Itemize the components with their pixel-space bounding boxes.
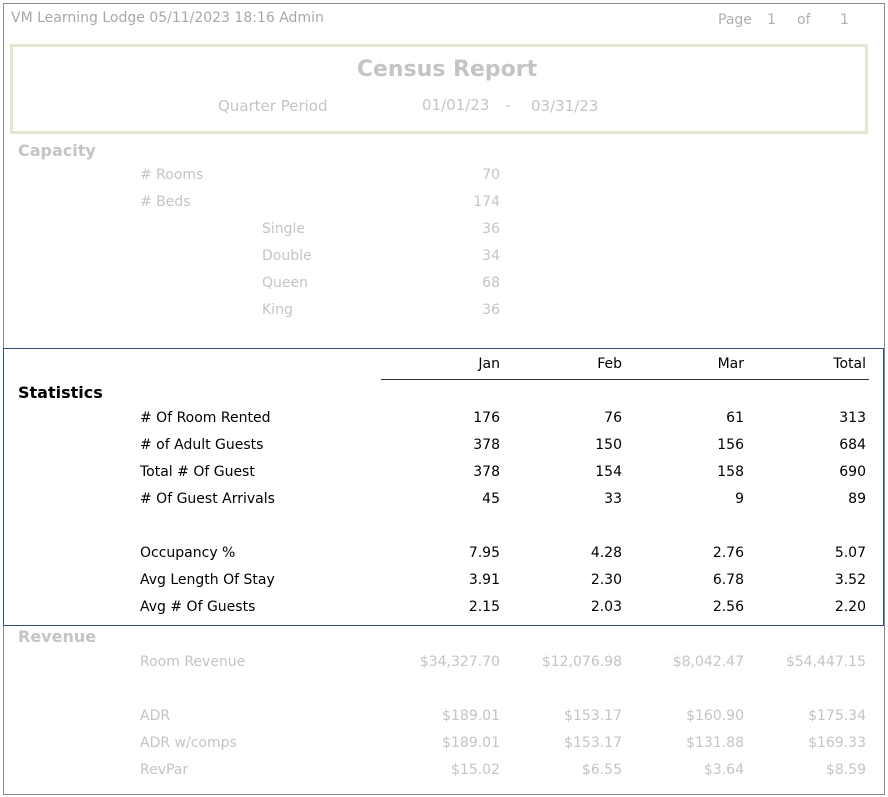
- report-meta: VM Learning Lodge 05/11/2023 18:16 Admin: [11, 10, 324, 26]
- cell-value: 4.28: [590, 545, 622, 561]
- column-header: Jan: [478, 356, 500, 372]
- row-value: 36: [482, 302, 500, 318]
- cell-value: 150: [595, 437, 622, 453]
- row-label: Single: [262, 221, 306, 237]
- cell-value: 156: [717, 437, 744, 453]
- column-header: Mar: [717, 356, 744, 372]
- row-label: Total # Of Guest: [140, 464, 255, 480]
- column-header: Feb: [597, 356, 622, 372]
- cell-value: 176: [473, 410, 500, 426]
- cell-value: 3.91: [468, 572, 500, 588]
- cell-value: 313: [839, 410, 866, 426]
- row-label: # Rooms: [140, 167, 204, 183]
- row-label: Avg # Of Guests: [140, 599, 256, 615]
- cell-value: $6.55: [581, 762, 622, 778]
- row-value: 34: [482, 248, 500, 264]
- cell-value: $189.01: [442, 708, 500, 724]
- cell-value: 7.95: [468, 545, 500, 561]
- cell-value: $34,327.70: [419, 654, 500, 670]
- period-end: 03/31/23: [531, 97, 599, 115]
- row-label: Double: [262, 248, 312, 264]
- column-header: Total: [833, 356, 866, 372]
- row-label: Avg Length Of Stay: [140, 572, 275, 588]
- row-value: 68: [482, 275, 500, 291]
- cell-value: $175.34: [808, 708, 866, 724]
- cell-value: 378: [473, 464, 500, 480]
- row-value: 174: [473, 194, 500, 210]
- cell-value: 3.52: [834, 572, 866, 588]
- page-label: Page: [718, 12, 752, 28]
- cell-value: 45: [482, 491, 500, 507]
- cell-value: 2.20: [834, 599, 866, 615]
- cell-value: $15.02: [451, 762, 500, 778]
- row-label: RevPar: [140, 762, 189, 778]
- row-label: Room Revenue: [140, 654, 246, 670]
- section-heading: Statistics: [18, 383, 103, 402]
- cell-value: 61: [726, 410, 744, 426]
- row-value: 36: [482, 221, 500, 237]
- cell-value: 9: [735, 491, 744, 507]
- cell-value: $153.17: [564, 708, 622, 724]
- cell-value: 2.56: [712, 599, 744, 615]
- period-separator: -: [505, 96, 511, 114]
- row-label: # Of Guest Arrivals: [140, 491, 275, 507]
- row-label: # of Adult Guests: [140, 437, 264, 453]
- page-total: 1: [840, 12, 849, 28]
- cell-value: 2.15: [468, 599, 500, 615]
- cell-value: $8.59: [825, 762, 866, 778]
- row-label: # Beds: [140, 194, 191, 210]
- cell-value: 89: [848, 491, 866, 507]
- statistics-box: [3, 348, 884, 626]
- row-label: King: [262, 302, 293, 318]
- cell-value: $8,042.47: [672, 654, 744, 670]
- row-label: Queen: [262, 275, 308, 291]
- section-heading: Capacity: [18, 141, 96, 160]
- cell-value: $3.64: [703, 762, 744, 778]
- cell-value: $12,076.98: [541, 654, 622, 670]
- row-label: Occupancy %: [140, 545, 236, 561]
- cell-value: 5.07: [834, 545, 866, 561]
- cell-value: 690: [839, 464, 866, 480]
- column-underline: [381, 379, 869, 380]
- cell-value: $54,447.15: [785, 654, 866, 670]
- cell-value: $189.01: [442, 735, 500, 751]
- of-label: of: [797, 12, 811, 28]
- cell-value: 6.78: [712, 572, 744, 588]
- row-label: ADR: [140, 708, 171, 724]
- cell-value: 76: [604, 410, 622, 426]
- cell-value: 33: [604, 491, 622, 507]
- report-title: Census Report: [356, 57, 538, 82]
- cell-value: 684: [839, 437, 866, 453]
- cell-value: $153.17: [564, 735, 622, 751]
- section-heading: Revenue: [18, 627, 97, 646]
- cell-value: $160.90: [686, 708, 744, 724]
- cell-value: 2.03: [590, 599, 622, 615]
- title-box: [10, 44, 868, 134]
- cell-value: 154: [595, 464, 622, 480]
- row-label: ADR w/comps: [140, 735, 237, 751]
- cell-value: $131.88: [686, 735, 744, 751]
- page-number: 1: [767, 12, 776, 28]
- cell-value: 378: [473, 437, 500, 453]
- cell-value: $169.33: [808, 735, 866, 751]
- cell-value: 2.76: [712, 545, 744, 561]
- row-value: 70: [482, 167, 500, 183]
- cell-value: 158: [717, 464, 744, 480]
- row-label: # Of Room Rented: [140, 410, 271, 426]
- period-start: 01/01/23: [422, 96, 490, 114]
- period-label: Quarter Period: [218, 97, 328, 115]
- cell-value: 2.30: [590, 572, 622, 588]
